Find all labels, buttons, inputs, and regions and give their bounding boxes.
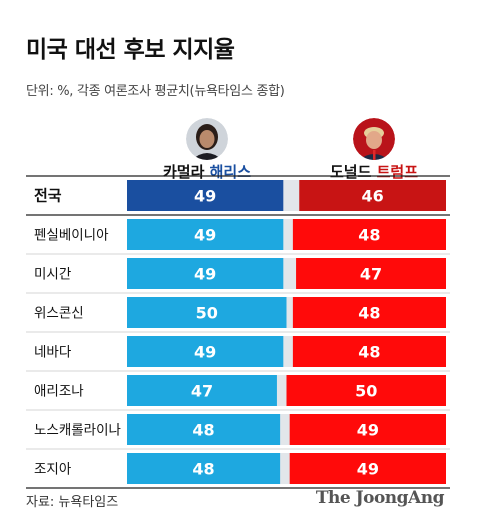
trump-value-label: 48 [358,226,380,245]
trump-bar [289,453,446,484]
category-label: 조지아 [34,462,72,478]
publisher-logo: The JoongAng [315,488,445,508]
category-label: 펜실베이니아 [34,228,109,244]
source-note: 자료: 뉴욕타임즈 [26,495,119,510]
page-title: 미국 대선 후보 지지율 [26,37,235,63]
trump-bar [299,180,446,211]
harris-bar [127,297,287,328]
category-label: 네바다 [34,345,72,361]
harris-bar [127,336,284,367]
page-subtitle: 단위: %, 각종 여론조사 평균치(뉴욕타임스 종합) [26,84,285,99]
harris-value-label: 50 [196,304,218,323]
trump-bar [296,258,446,289]
harris-bar [127,375,277,406]
harris-value-label: 48 [192,460,214,479]
harris-bar [127,453,281,484]
harris-value-label: 49 [194,343,216,362]
trump-value-label: 48 [358,304,380,323]
trump-bar [292,219,446,250]
harris-value-label: 49 [194,265,216,284]
trump-bar [292,336,446,367]
harris-bar [127,258,284,289]
trump-value-label: 46 [361,187,383,206]
harris-value-label: 49 [194,187,216,206]
trump-portrait [353,118,395,160]
harris-value-label: 48 [192,421,214,440]
harris-bar [127,180,284,211]
harris-portrait [186,118,228,160]
harris-value-label: 49 [194,226,216,245]
trump-bar [289,414,446,445]
category-label: 노스캐롤라이나 [34,423,121,439]
trump-value-label: 48 [358,343,380,362]
harris-bar [127,219,284,250]
category-label: 애리조나 [34,384,84,400]
trump-bar [292,297,446,328]
trump-value-label: 49 [357,421,379,440]
category-label: 위스콘신 [34,306,84,322]
trump-value-label: 47 [360,265,382,284]
trump-value-label: 50 [355,382,377,401]
trump-bar [286,375,446,406]
trump-value-label: 49 [357,460,379,479]
category-label: 미시간 [34,267,71,283]
harris-bar [127,414,281,445]
harris-value-label: 47 [191,382,213,401]
category-label: 전국 [34,187,62,205]
